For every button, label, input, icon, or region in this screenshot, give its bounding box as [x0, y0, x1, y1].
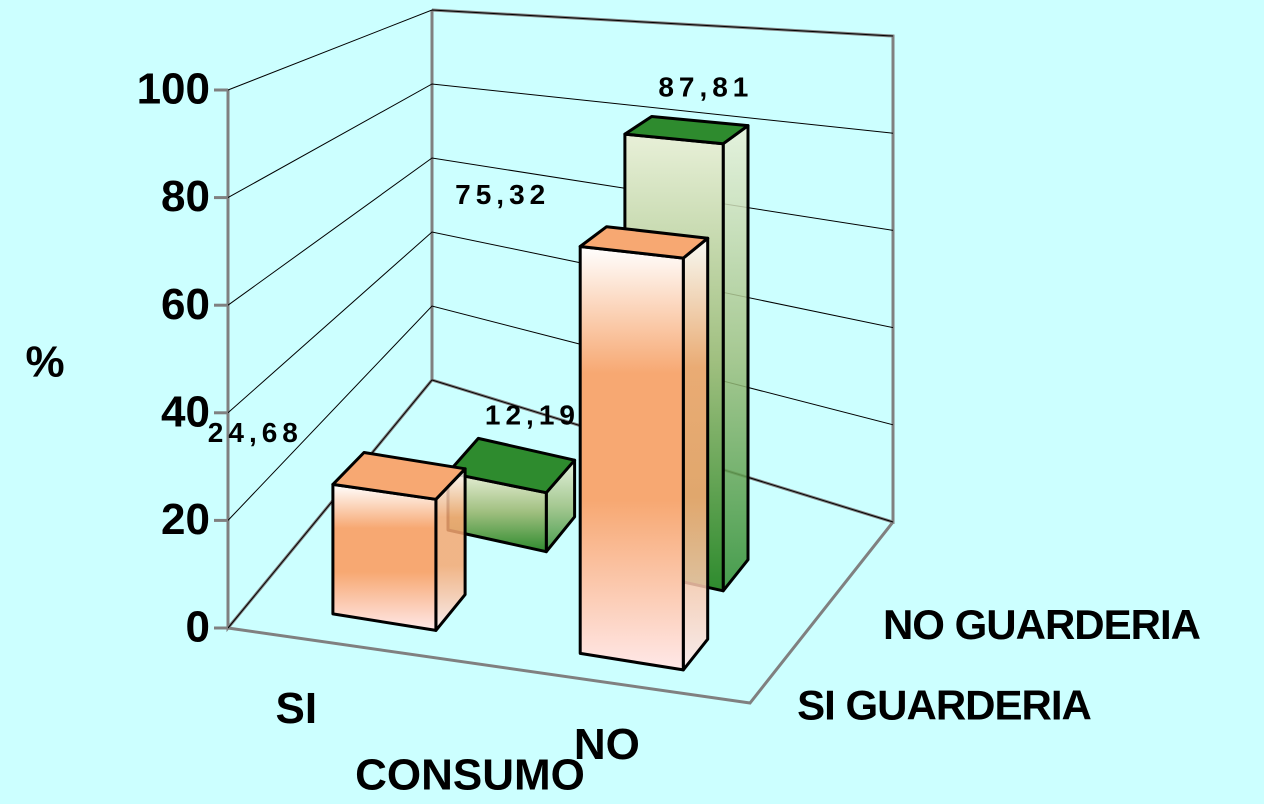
bar-top — [578, 225, 710, 260]
y-tick-label: 60 — [161, 280, 210, 329]
value-label: 12,19 — [485, 400, 580, 431]
x-axis-label: CONSUMO — [355, 751, 585, 800]
floor — [227, 521, 895, 705]
y-tick-label: 80 — [161, 172, 210, 221]
x-tick-label: NO — [574, 720, 640, 769]
series-label: SI GUARDERIA — [797, 682, 1091, 729]
bar-top — [331, 451, 467, 501]
y-axis-label: % — [25, 338, 64, 387]
bar-front — [331, 482, 438, 632]
bar-side — [681, 236, 710, 672]
y-tick-label: 40 — [161, 387, 210, 436]
bar-front — [578, 245, 685, 672]
value-label: 87,81 — [658, 71, 753, 102]
x-tick-label: SI — [276, 684, 318, 733]
bar-side — [721, 124, 750, 593]
y-tick-label: 100 — [137, 65, 210, 114]
series-label: NO GUARDERIA — [883, 601, 1201, 648]
y-tick-label: 20 — [161, 495, 210, 544]
grid-line — [227, 9, 894, 91]
value-label: 24,68 — [208, 417, 303, 448]
y-tick-label: 0 — [186, 603, 210, 652]
bar-top — [623, 115, 750, 146]
grid-line — [227, 83, 894, 199]
value-label: 75,32 — [455, 179, 550, 210]
bar-top — [446, 436, 577, 495]
